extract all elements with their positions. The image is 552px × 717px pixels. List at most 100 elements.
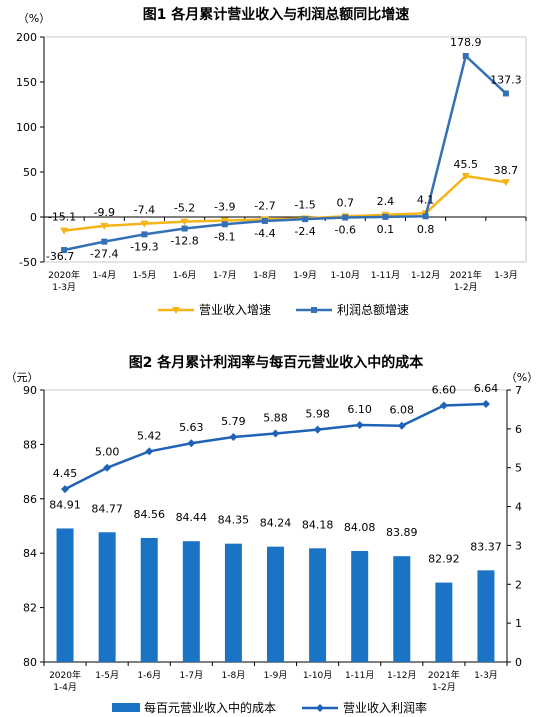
chart2-x-tick-label: 1-8月 — [222, 670, 246, 681]
chart2-margin-point — [103, 463, 112, 472]
chart2-margin-point — [313, 425, 322, 434]
chart1-y-tick-label: 50 — [23, 166, 37, 179]
chart2-margin-point — [187, 439, 196, 448]
chart2-margin-point — [229, 433, 238, 442]
chart2-x-tick-label: 1-2月 — [432, 682, 456, 693]
chart1-profit-data-label: 0.1 — [377, 223, 395, 236]
chart1-profit-data-label: -8.1 — [214, 230, 235, 243]
chart1-profit-data-label: 178.9 — [450, 36, 482, 49]
chart1-profit-point — [382, 213, 389, 220]
chart2-right-tick-label: 7 — [515, 384, 522, 397]
chart2-cost-bar — [267, 546, 284, 662]
chart1-x-tick-label: 2020年 — [48, 269, 80, 281]
chart2-cost-data-label: 82.92 — [428, 553, 460, 566]
chart2-cost-bar — [224, 543, 242, 662]
chart1-x-tick-label: 1-12月 — [411, 270, 440, 281]
chart2-margin-point — [439, 401, 448, 410]
chart1-x-tick-label: 1-2月 — [454, 282, 478, 293]
chart1-revenue-data-label: -1.5 — [294, 198, 315, 211]
chart2-cost-bar — [393, 556, 411, 662]
chart1-legend-revenue-label: 营业收入增速 — [199, 303, 271, 317]
chart1-profit-data-label: -19.3 — [130, 240, 158, 253]
chart1-x-tick-label: 1-7月 — [213, 270, 237, 281]
chart2-cost-data-label: 84.08 — [344, 521, 376, 534]
chart2-margin-point — [397, 421, 406, 430]
chart2-x-tick-label: 2020年 — [49, 669, 81, 681]
chart1-revenue-data-label: 4.1 — [417, 193, 435, 206]
chart2-cost-data-label: 84.18 — [302, 518, 334, 531]
chart2-legend-cost-swatch — [112, 703, 140, 712]
chart1-profit-data-label: -2.4 — [294, 225, 315, 238]
chart2-title: 图2 各月累计利润率与每百元营业收入中的成本 — [128, 355, 424, 371]
chart2-margin-data-label: 5.79 — [221, 415, 246, 428]
chart1-legend-revenue-marker — [172, 307, 180, 314]
chart1-x-tick-label: 1-5月 — [133, 270, 157, 281]
chart2-margin-point — [145, 447, 154, 456]
chart2-x-tick-label: 1-5月 — [95, 670, 119, 681]
chart2-legend-margin-label: 营业收入利润率 — [343, 700, 427, 715]
chart1-y-tick-label: 0 — [30, 211, 37, 224]
chart2-x-tick-label: 1-4月 — [53, 682, 77, 693]
chart2-cost-bar — [477, 570, 495, 662]
chart1-revenue-data-label: -3.9 — [214, 201, 235, 214]
chart2-margin-point — [481, 399, 490, 408]
chart2-margin-point — [355, 420, 364, 429]
chart2-legend-cost-label: 每百元营业收入中的成本 — [144, 700, 276, 715]
chart1-x-tick-label: 1-9月 — [293, 270, 317, 281]
chart1-profit-point — [261, 217, 268, 224]
chart2-cost-data-label: 83.89 — [386, 526, 418, 539]
chart1-y-unit: （%） — [18, 12, 50, 25]
chart1-profit-data-label: -4.4 — [254, 227, 275, 240]
chart1-revenue-data-label: 2.4 — [377, 195, 395, 208]
chart1-profit-point — [462, 52, 469, 59]
chart2-right-tick-label: 3 — [515, 539, 522, 552]
chart2-cost-data-label: 84.35 — [218, 514, 250, 527]
chart1-profit-data-label: 137.3 — [490, 73, 522, 86]
chart1-revenue-data-label: -9.9 — [94, 206, 115, 219]
chart1-x-tick-label: 1-11月 — [371, 270, 400, 281]
chart1-revenue-point — [501, 179, 510, 187]
chart1-y-tick-label: 150 — [16, 76, 37, 89]
chart1-legend-profit-marker — [311, 307, 317, 313]
chart2-cost-data-label: 84.44 — [176, 511, 208, 524]
chart2-cost-data-label: 83.37 — [470, 540, 502, 553]
chart1-x-tick-label: 1-4月 — [92, 270, 116, 281]
chart1-x-tick-label: 1-6月 — [173, 270, 197, 281]
chart1-revenue-data-label: -7.4 — [134, 204, 155, 217]
chart2-margin-data-label: 5.00 — [95, 446, 120, 459]
chart1-legend-profit-label: 利润总额增速 — [337, 303, 409, 317]
chart1-x-tick-label: 1-3月 — [494, 270, 518, 281]
chart2-right-tick-label: 2 — [515, 578, 522, 591]
chart1-revenue-point — [220, 217, 229, 225]
chart2-right-tick-label: 6 — [515, 423, 522, 436]
chart2-cost-bar — [351, 551, 369, 662]
chart1-profit-data-label: -12.8 — [170, 235, 198, 248]
chart1-series-line-1 — [63, 53, 507, 252]
chart1-profit-data-label: -0.6 — [335, 224, 356, 237]
chart1-x-tick-label: 1-3月 — [52, 282, 76, 293]
chart1-revenue-data-label: -15.1 — [48, 211, 76, 224]
chart1-title: 图1 各月累计营业收入与利润总额同比增速 — [142, 7, 410, 23]
chart1-revenue-point — [100, 222, 109, 230]
chart2-x-tick-label: 1-10月 — [303, 670, 332, 681]
chart2-x-tick-label: 1-7月 — [179, 670, 203, 681]
chart1-revenue-point — [60, 227, 69, 235]
chart2-cost-bar — [182, 541, 200, 662]
chart2-margin-data-label: 6.10 — [347, 403, 372, 416]
chart1-revenue-data-label: -5.2 — [174, 202, 195, 215]
chart2-cost-bar — [309, 548, 327, 662]
chart1-revenue-point — [180, 218, 189, 226]
chart2-x-tick-label: 1-11月 — [345, 670, 374, 681]
chart1-profit-point — [101, 238, 108, 245]
chart2-margin-data-label: 4.45 — [53, 467, 78, 480]
chart1-y-tick-label: 100 — [16, 121, 37, 134]
chart1-profit-point — [221, 221, 228, 228]
chart2-margin-data-label: 6.64 — [474, 382, 499, 395]
chart2-left-tick-label: 80 — [23, 656, 37, 669]
chart1-profit-data-label: 0.8 — [417, 223, 435, 236]
chart1-revenue-point — [461, 173, 470, 181]
chart2-cost-data-label: 84.24 — [260, 517, 292, 530]
chart2-cost-data-label: 84.91 — [49, 498, 81, 511]
chart1-profit-data-label: -36.7 — [46, 250, 74, 263]
chart2-right-tick-label: 0 — [515, 656, 522, 669]
